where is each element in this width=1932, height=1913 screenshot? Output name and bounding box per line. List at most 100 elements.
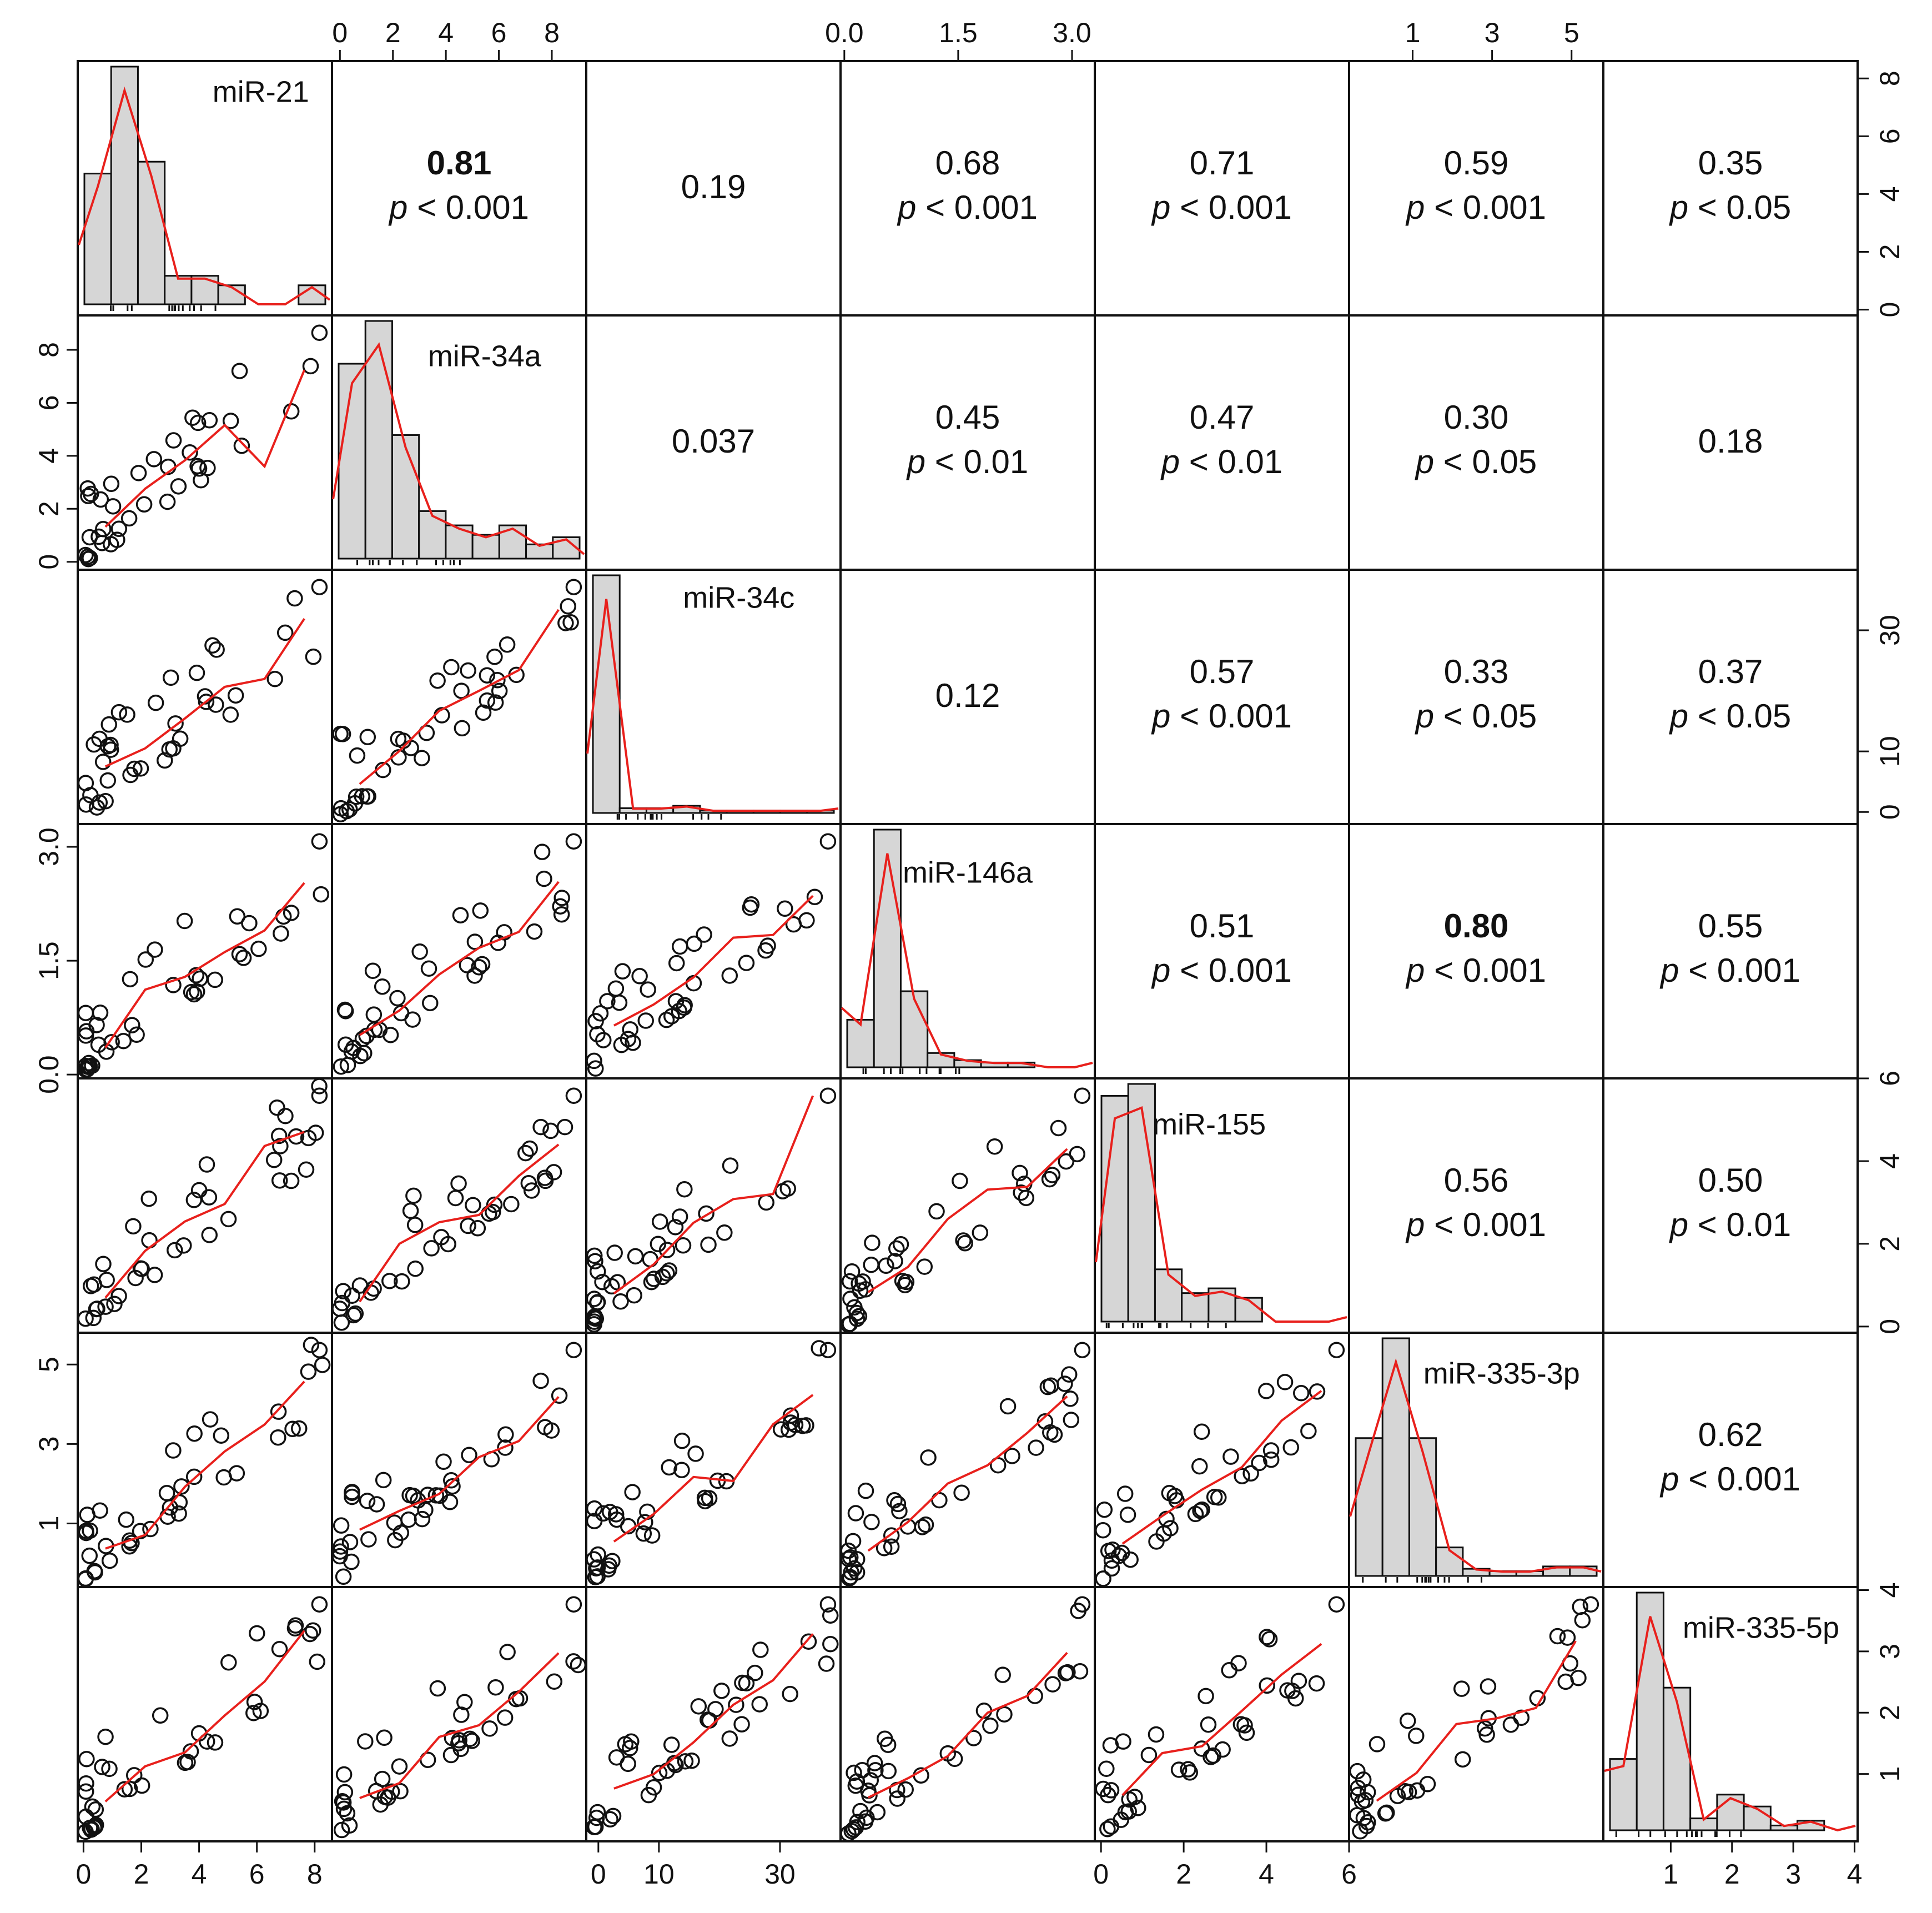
scatter-point — [1198, 1688, 1214, 1705]
scatter-point — [486, 649, 503, 665]
scatter-point — [534, 843, 551, 860]
scatter-point — [201, 412, 218, 429]
scatter-point — [272, 1138, 289, 1154]
scatter-point — [443, 1472, 460, 1489]
p-value: p < 0.001 — [1405, 1206, 1546, 1243]
scatter-point — [551, 1387, 568, 1404]
histogram-bar — [1127, 1083, 1156, 1323]
scatter-point — [175, 1237, 192, 1254]
p-value: p < 0.001 — [1659, 1460, 1800, 1498]
scatter-point — [368, 1783, 385, 1800]
scatter-point — [469, 1220, 486, 1237]
scatter-point — [1206, 1488, 1223, 1505]
scatter-point — [81, 529, 98, 546]
scatter-point — [121, 1532, 138, 1549]
scatter-point — [92, 1502, 108, 1519]
scatter-point — [863, 1514, 880, 1530]
scatter-point — [145, 451, 163, 468]
scatter-point — [1044, 1676, 1061, 1693]
scatter-point — [80, 488, 97, 504]
histogram-bar — [391, 434, 420, 560]
correlation-value: 0.68 — [935, 144, 1000, 182]
scatter-point — [1293, 1385, 1310, 1402]
p-value: p < 0.05 — [1415, 697, 1537, 735]
scatter-point — [479, 667, 496, 684]
scatter-point — [1355, 1810, 1372, 1826]
scatter-point — [474, 956, 491, 973]
scatter-point — [939, 1745, 957, 1762]
density-curve — [78, 86, 331, 305]
scatter-point — [341, 1534, 359, 1550]
scatter-point — [142, 1520, 159, 1538]
scatter-point — [607, 980, 625, 997]
scatter-point — [607, 1506, 625, 1523]
scatter-point — [1056, 1375, 1073, 1392]
scatter-point — [1200, 1716, 1217, 1733]
scatter-point — [546, 1673, 563, 1690]
tick-label: 2 — [134, 1859, 149, 1890]
scatter-point — [842, 1549, 859, 1566]
scatter-point — [844, 1533, 862, 1550]
smooth-line — [867, 1651, 1068, 1799]
correlation-value: 0.47 — [1190, 399, 1255, 436]
density-curve — [1604, 1616, 1856, 1832]
scatter-point — [200, 1189, 218, 1206]
scatter-point — [162, 669, 179, 686]
scatter-point — [146, 1267, 163, 1283]
panel-frame — [331, 1332, 587, 1588]
panel-frame — [585, 1332, 842, 1588]
variable-label: miR-34c — [683, 581, 794, 615]
scatter-point — [286, 590, 303, 607]
scatter-point — [846, 1560, 863, 1577]
scatter-point — [1205, 1747, 1222, 1764]
smooth-line — [1376, 1640, 1577, 1802]
scatter-point — [420, 960, 437, 977]
scatter-point — [208, 641, 225, 658]
tick-label: 4 — [192, 1859, 207, 1890]
tick-label: 1 — [1405, 17, 1421, 48]
scatter-point — [103, 475, 120, 493]
scatter-point — [374, 978, 391, 995]
correlation-value: 0.57 — [1190, 653, 1255, 690]
scatter-point — [97, 1728, 114, 1745]
scatter-point — [359, 1493, 376, 1509]
scatter-point — [411, 943, 428, 960]
smooth-line — [105, 618, 305, 768]
scatter-point — [376, 1729, 393, 1746]
smooth-line — [104, 369, 306, 528]
scatter-point — [207, 971, 224, 988]
scatter-point — [92, 1005, 109, 1021]
scatter-point — [418, 725, 435, 741]
tick-label: 3 — [33, 1436, 64, 1452]
scatter-point — [696, 926, 712, 943]
scatter-point — [806, 888, 823, 906]
tick-label: 0 — [76, 1859, 92, 1890]
scatter-point — [291, 1420, 308, 1437]
scatter-point — [846, 1764, 862, 1781]
scatter-point — [587, 1060, 604, 1077]
scatter-point — [846, 1299, 863, 1316]
scatter-point — [716, 1224, 733, 1241]
scatter-point — [333, 800, 349, 817]
scatter-point — [231, 363, 248, 379]
scatter-point — [553, 906, 570, 923]
scatter-point — [676, 997, 693, 1013]
scatter-point — [759, 937, 776, 954]
smooth-line — [104, 882, 305, 1048]
scatter-point — [228, 1465, 245, 1482]
tick-label: 3.0 — [1053, 17, 1091, 48]
tick-label: 0 — [1093, 1859, 1109, 1890]
scatter-point — [336, 1784, 354, 1801]
scatter-point — [1262, 1451, 1280, 1468]
scatter-point — [132, 1260, 149, 1277]
scatter-point — [487, 1679, 504, 1696]
scatter-point — [102, 741, 119, 758]
scatter-point — [479, 692, 496, 709]
tick-label: 4 — [1874, 187, 1905, 202]
p-value: p < 0.001 — [1151, 952, 1292, 989]
scatter-point — [465, 1197, 481, 1213]
histogram-bar — [1609, 1758, 1638, 1831]
scatter-point — [608, 1511, 625, 1528]
scatter-point — [1261, 1631, 1278, 1648]
scatter-point — [520, 1174, 537, 1192]
